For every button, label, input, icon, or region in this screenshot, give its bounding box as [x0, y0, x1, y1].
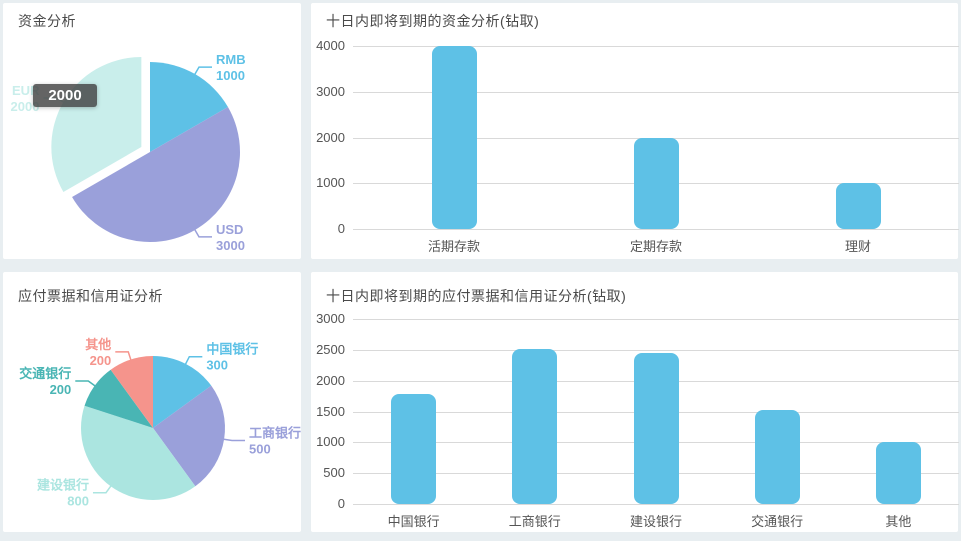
bar[interactable] [391, 394, 437, 504]
panel-payables-due-analysis: 十日内即将到期的应付票据和信用证分析(钻取) 0 500 1000 1500 2000 2… [311, 272, 959, 532]
panel-payables-analysis: 应付票据和信用证分析 中国银行 300 工商银行 500 建设银行 800 交通银行 200 其… [3, 272, 301, 532]
label-leader-line [193, 227, 212, 238]
x-axis-label: 交通银行 [751, 514, 804, 529]
pie-slice[interactable] [150, 62, 228, 152]
label-leader-line [184, 355, 203, 366]
x-axis-label: 建设银行 [629, 514, 682, 529]
x-axis-label: 定期存款 [629, 239, 682, 254]
y-axis-label: 0 [337, 221, 345, 236]
payables-pie-svg: 中国银行 300 工商银行 500 建设银行 800 交通银行 200 其他 200 [19, 337, 301, 509]
grid-line [353, 91, 959, 93]
panel-title-payables-due-analysis: 十日内即将到期的应付票据和信用证分析(钻取) [326, 288, 627, 304]
label-leader-line [115, 351, 133, 362]
grid-line [353, 46, 959, 47]
bar[interactable] [512, 348, 558, 504]
pie-label: 其他 200 [85, 337, 111, 368]
bar[interactable] [754, 410, 800, 504]
pie-slice[interactable] [72, 107, 241, 242]
y-axis-label: 1000 [316, 434, 345, 450]
y-axis-label: 2000 [316, 372, 345, 388]
pie-slice[interactable] [110, 356, 153, 428]
payables-due-bar-chart: 0 500 1000 1500 2000 2500 3000 中国银行 工商银行 建设银行 交通银行… [311, 272, 959, 532]
bar[interactable] [633, 352, 679, 504]
pie-label: USD 3000 [216, 222, 245, 253]
bar[interactable] [835, 183, 881, 229]
y-axis-label: 500 [323, 465, 345, 481]
bar[interactable] [633, 137, 679, 229]
pie-slice[interactable] [80, 405, 196, 500]
panel-title-funds-due-analysis: 十日内即将到期的资金分析(钻取) [326, 13, 540, 29]
y-axis-label: 2500 [316, 341, 345, 357]
grid-line [353, 229, 959, 230]
panel-funds-analysis: 资金分析 RMB 1000 USD 3000 EUR 2000 2000 [3, 3, 301, 259]
pie-label: 工商银行 500 [249, 426, 301, 457]
x-axis-label: 其他 [885, 514, 912, 529]
bar[interactable] [875, 442, 921, 504]
pie-slice[interactable] [153, 356, 212, 428]
pie-label: RMB 1000 [216, 52, 246, 83]
pie-label: 交通银行 200 [19, 366, 71, 397]
funds-due-bar-chart: 0 1000 2000 3000 4000 活期存款 定期存款 理财 [311, 3, 959, 259]
label-leader-line [92, 484, 113, 494]
y-axis-label: 0 [337, 496, 345, 511]
label-leader-line [75, 380, 97, 388]
x-axis-label: 活期存款 [427, 239, 480, 254]
x-axis-label: 工商银行 [508, 514, 561, 529]
pie-slice[interactable] [153, 385, 225, 487]
grid-line [353, 349, 959, 351]
y-axis-label: 1000 [316, 175, 345, 191]
panel-title-payables-analysis: 应付票据和信用证分析 [18, 288, 163, 304]
x-axis-label: 理财 [844, 239, 871, 254]
panel-funds-due-analysis: 十日内即将到期的资金分析(钻取) 0 1000 2000 3000 4000 活期存款 定期… [311, 3, 959, 259]
label-leader-line [193, 66, 212, 77]
pie-label: 中国银行 300 [206, 342, 258, 373]
y-axis-label: 1500 [316, 403, 345, 419]
label-leader-line [222, 438, 246, 442]
funds-pie-chart: RMB 1000 USD 3000 EUR 2000 [3, 3, 301, 259]
y-axis-label: 4000 [316, 38, 345, 53]
y-axis-label: 3000 [316, 311, 345, 326]
tooltip: 2000 [33, 84, 97, 107]
grid-line [353, 504, 959, 505]
grid-line [353, 319, 959, 320]
pie-slice[interactable] [84, 369, 153, 428]
x-axis-label: 中国银行 [387, 514, 440, 529]
panel-title-funds-analysis: 资金分析 [18, 13, 76, 29]
y-axis-label: 3000 [316, 83, 345, 99]
pie-label: 建设银行 800 [37, 478, 89, 509]
y-axis-label: 2000 [316, 129, 345, 145]
payables-pie-chart: 中国银行 300 工商银行 500 建设银行 800 交通银行 200 其他 200 [3, 272, 301, 532]
bar[interactable] [431, 46, 477, 229]
